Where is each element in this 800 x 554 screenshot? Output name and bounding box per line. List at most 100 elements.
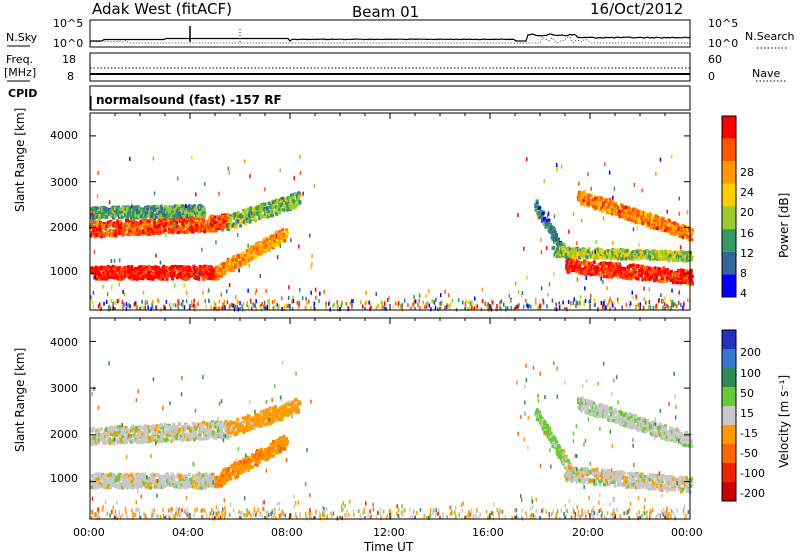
power-cell — [636, 209, 640, 213]
power-ground-cell — [313, 304, 315, 309]
power-ground-cell — [448, 293, 450, 298]
power-cell — [627, 210, 631, 214]
power-cell — [579, 251, 582, 255]
power-cell — [175, 220, 179, 225]
power-cell — [174, 208, 178, 212]
power-cell — [591, 198, 595, 202]
power-cell — [280, 239, 284, 243]
power-cell — [265, 241, 268, 246]
velocity-cell — [186, 484, 190, 489]
power-cell — [135, 277, 139, 281]
power-ground-cell — [328, 301, 330, 306]
power-ground-cell — [298, 301, 300, 306]
velocity-cell — [179, 473, 183, 478]
power-sparse-cell — [608, 170, 611, 175]
velocity-cell — [133, 480, 136, 484]
power-ground-cell — [253, 303, 255, 308]
power-cell — [612, 268, 616, 272]
cpid-panel — [89, 85, 691, 111]
velocity-cell — [224, 478, 227, 483]
power-cell — [248, 248, 252, 252]
power-cell — [681, 235, 685, 239]
power-cell — [120, 209, 124, 214]
power-ground-cell — [193, 298, 195, 303]
power-cell — [216, 215, 220, 219]
power-cell — [144, 211, 148, 216]
power-ground-cell — [337, 304, 339, 308]
power-sparse-cell — [576, 277, 579, 282]
velocity-cell — [227, 467, 231, 471]
power-sparse-cell — [526, 157, 528, 162]
power-ground-cell — [151, 305, 154, 309]
power-cell — [243, 222, 247, 226]
power-ground-cell — [669, 307, 672, 312]
power-sparse-cell — [118, 282, 120, 287]
power-ground-cell — [126, 304, 129, 309]
power-cell — [213, 215, 217, 220]
power-cell — [575, 269, 579, 273]
power-ground-cell — [332, 303, 334, 308]
velocity-cell — [200, 486, 204, 490]
power-sparse-cell — [609, 197, 611, 202]
power-cell — [228, 216, 232, 221]
power-cell — [251, 216, 255, 221]
power-ground-cell — [449, 302, 452, 307]
power-cell — [176, 266, 180, 271]
power-ground-cell — [441, 300, 443, 305]
power-cell — [285, 208, 289, 212]
power-cell — [243, 208, 247, 212]
power-ground-cell — [325, 304, 327, 309]
power-cell — [98, 224, 102, 228]
power-ground-cell — [246, 303, 248, 308]
power-cell — [90, 223, 94, 227]
power-cell — [572, 254, 576, 258]
power-cell — [600, 267, 604, 271]
power-cell — [592, 265, 596, 270]
power-ground-cell — [135, 301, 137, 306]
power-cell — [96, 272, 99, 276]
power-cell — [189, 222, 193, 226]
power-cell — [164, 208, 168, 212]
power-cell — [534, 208, 538, 212]
velocity-cell — [139, 476, 142, 481]
power-cell — [565, 263, 569, 267]
velocity-cell — [160, 481, 164, 485]
power-cell — [267, 248, 271, 252]
power-cell — [550, 225, 554, 229]
power-cell — [661, 218, 665, 222]
power-cell — [664, 249, 668, 254]
power-cell — [563, 252, 566, 256]
power-cell — [125, 218, 129, 223]
power-ground-cell — [673, 302, 676, 307]
power-cell — [592, 260, 596, 264]
power-ground-cell — [525, 298, 527, 303]
power-cell — [601, 209, 605, 213]
power-sparse-cell — [118, 258, 121, 263]
power-ground-cell — [306, 301, 308, 306]
power-cell — [594, 248, 598, 252]
power-sparse-cell — [613, 186, 616, 191]
power-cell — [135, 223, 139, 228]
power-cell — [661, 274, 665, 278]
power-ground-cell — [144, 299, 147, 304]
power-cell — [669, 231, 673, 236]
velocity-cell — [206, 475, 210, 480]
power-cell — [127, 265, 130, 269]
power-cell — [294, 193, 297, 197]
power-sparse-cell — [679, 245, 682, 250]
power-cell — [634, 214, 638, 219]
power-ground-cell — [434, 305, 437, 310]
power-cell — [680, 277, 684, 281]
power-cell — [177, 272, 181, 276]
power-cell — [239, 262, 243, 267]
power-ground-cell — [218, 299, 221, 304]
power-ground-cell — [428, 303, 430, 308]
power-ground-cell — [499, 300, 501, 305]
velocity-cell — [209, 478, 213, 482]
power-cell — [126, 215, 130, 220]
power-cell — [659, 228, 663, 232]
velocity-cell — [188, 482, 192, 486]
power-cell — [176, 230, 180, 235]
power-cell — [198, 268, 202, 272]
